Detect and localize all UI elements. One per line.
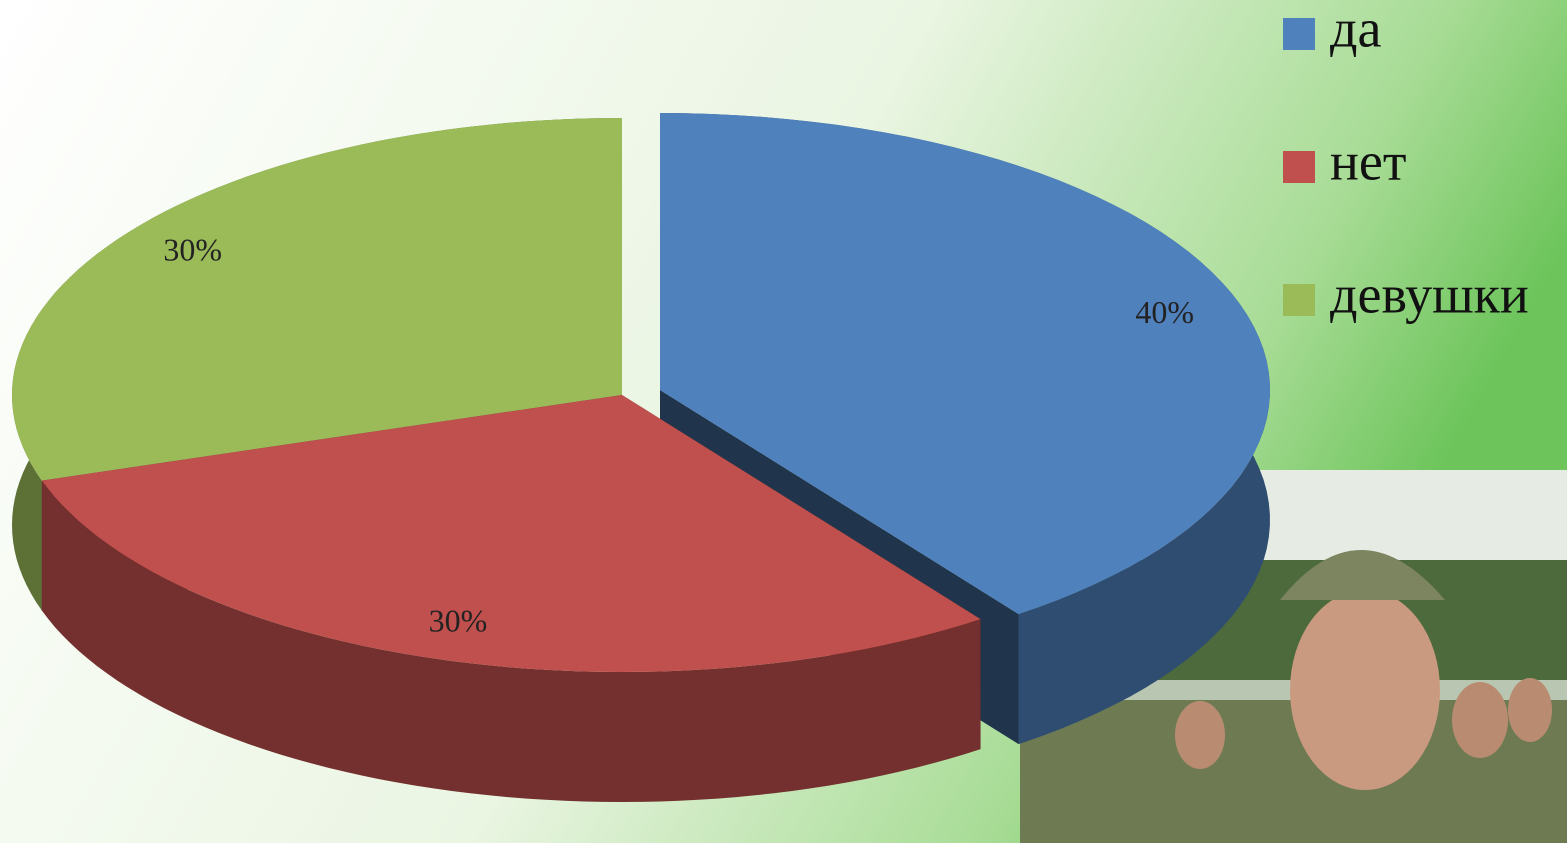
data-label: 40% [1135,294,1194,330]
legend-swatch [1283,151,1315,183]
legend-swatch [1283,284,1315,316]
data-label: 30% [429,603,488,639]
page: {"chart_data": {"type": "pie3d", "catego… [0,0,1567,843]
legend-swatch [1283,18,1315,50]
data-label: 30% [163,232,222,268]
legend-label: девушки [1330,264,1529,324]
legend-label: да [1330,0,1381,58]
chart: 30% 40% 30% да нет девушки [0,0,1567,843]
legend-label: нет [1330,131,1406,191]
